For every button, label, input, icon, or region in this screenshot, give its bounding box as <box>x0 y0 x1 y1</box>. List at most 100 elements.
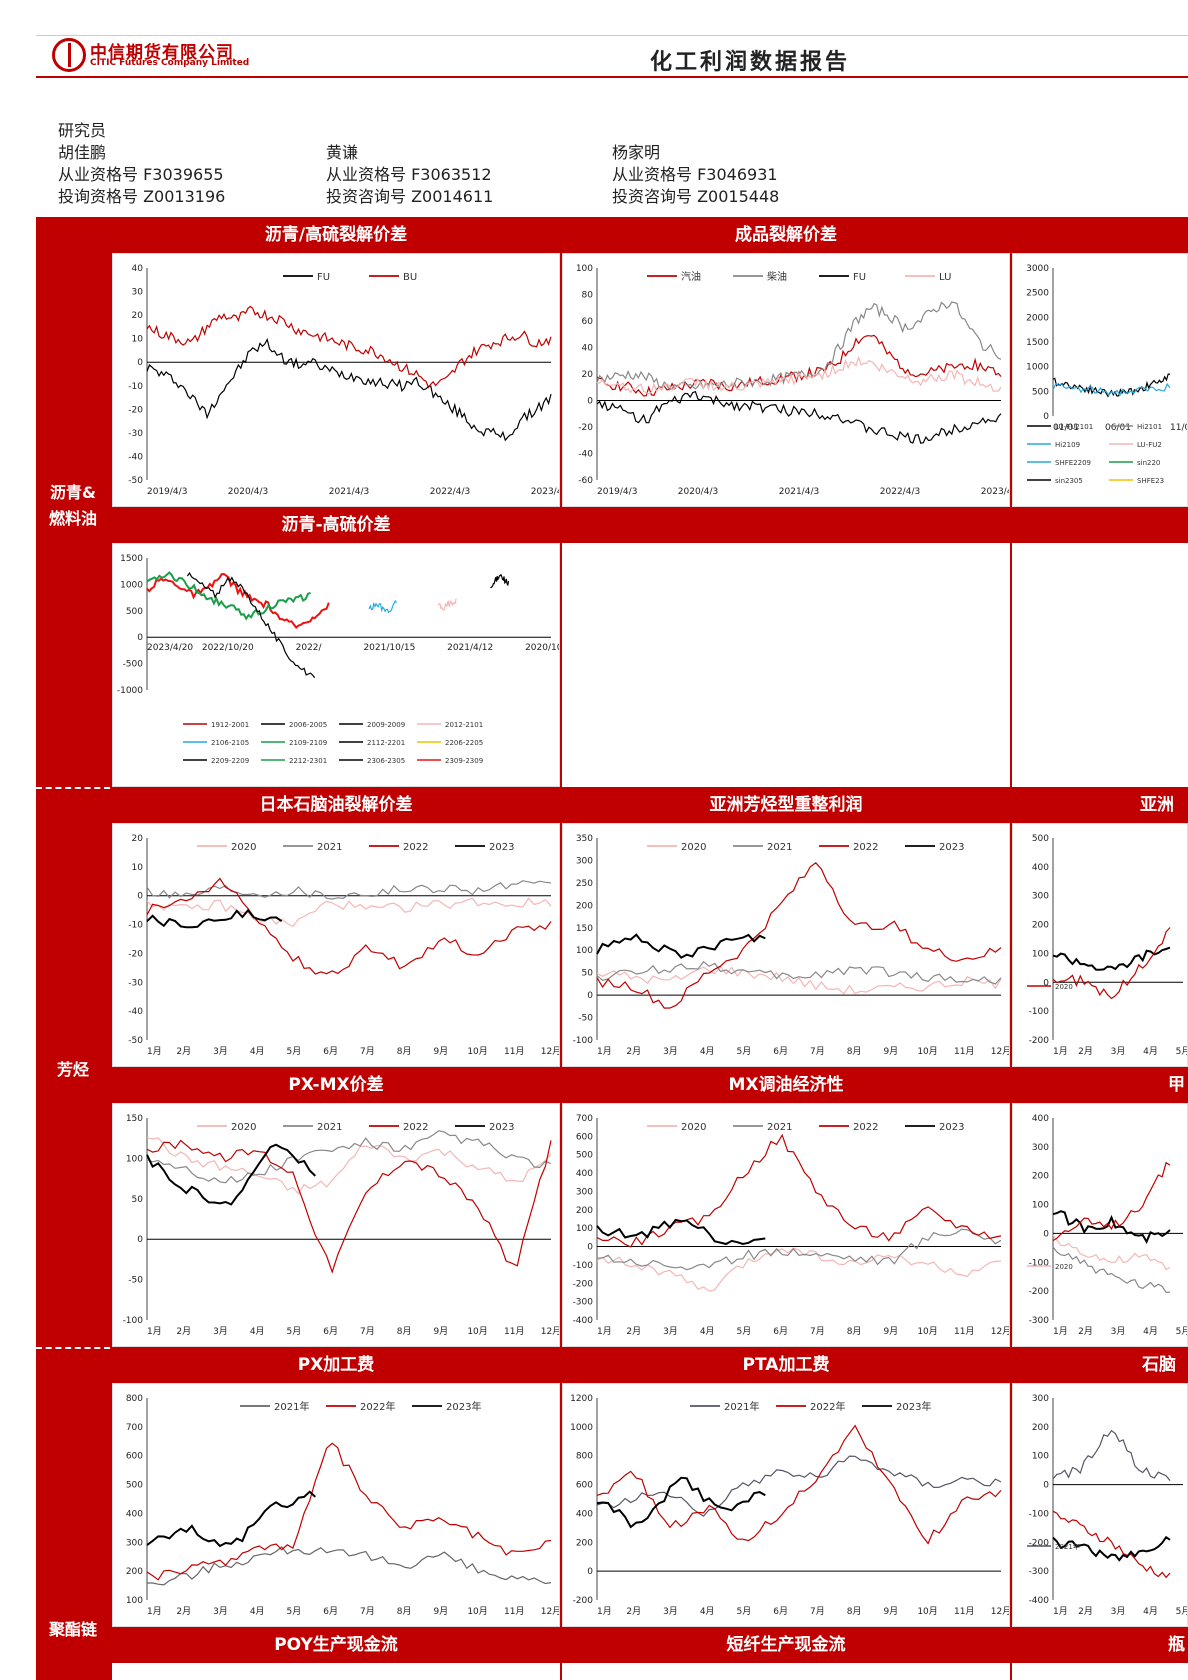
y-tick-label: 700 <box>126 1423 143 1433</box>
column-separator <box>110 253 112 1680</box>
x-tick-label: 4月 <box>250 1326 265 1337</box>
series-line <box>596 1455 1002 1517</box>
legend-label: FU <box>853 272 866 283</box>
y-tick-label: -200 <box>1029 1538 1050 1548</box>
x-tick-label: 2023/4/3 <box>981 487 1009 497</box>
panel-title: PX-MX价差 <box>288 1075 384 1095</box>
y-tick-label: -100 <box>573 1261 594 1271</box>
legend-label: 2206-2205 <box>445 739 483 747</box>
y-tick-label: 0 <box>587 1567 593 1577</box>
x-tick-label: 2月 <box>176 1046 191 1057</box>
series-line <box>146 877 552 975</box>
y-tick-label: 1500 <box>1026 338 1049 348</box>
y-tick-label: 700 <box>576 1114 593 1124</box>
title-band <box>110 1067 1188 1103</box>
x-tick-label: 2月 <box>626 1606 641 1617</box>
y-tick-label: 500 <box>126 607 143 617</box>
y-tick-label: -20 <box>578 423 593 433</box>
chart-svg: 700 600 500 400 300 200 100 0 -100 -200 -300 -4001月… <box>573 1114 1009 1337</box>
y-tick-label: 80 <box>582 291 594 301</box>
series-line <box>1052 1535 1171 1562</box>
legend-label: 2209-2209 <box>211 757 249 765</box>
y-tick-label: -300 <box>1029 1567 1050 1577</box>
panel-title: 亚洲芳烃型重整利润 <box>709 795 863 815</box>
series-line <box>596 1228 1002 1271</box>
x-tick-label: 10月 <box>467 1046 487 1057</box>
x-tick-label: 9月 <box>883 1046 898 1057</box>
x-tick-label: 2022/4/3 <box>430 487 470 497</box>
panel-title: 沥青-高硫价差 <box>281 515 391 535</box>
chart-asphalt-hs-spread: 1500 1000 500 0 -500 -1000 2023/4/20 2022/10/20… <box>112 543 560 787</box>
header-rule <box>36 76 1188 78</box>
chart-mx-blend: 700 600 500 400 300 200 100 0 -100 -200 -300 -400 1月… <box>562 1103 1010 1347</box>
series-line <box>146 1442 552 1581</box>
series-line <box>596 1424 1002 1545</box>
y-tick-label: -200 <box>573 1279 594 1289</box>
legend-label: 2021年 <box>274 1400 309 1413</box>
researcher-cert: 从业资格号 F3063512 <box>326 165 492 184</box>
y-tick-label: 100 <box>1032 949 1049 959</box>
header-top-rule <box>36 35 1188 36</box>
y-tick-label: 350 <box>576 834 593 844</box>
y-tick-label: -50 <box>578 1014 593 1024</box>
legend-label: 2006-2005 <box>289 721 327 729</box>
legend-label: 2023 <box>489 842 514 853</box>
x-tick-label: 5月 <box>737 1046 752 1057</box>
series-line <box>146 1130 552 1184</box>
series-line <box>597 355 1002 395</box>
x-tick-label: 1月 <box>597 1326 612 1337</box>
x-tick-label: 5月 <box>1176 1326 1187 1337</box>
y-tick-label: -200 <box>1029 1287 1050 1297</box>
x-tick-label: 6月 <box>323 1326 338 1337</box>
x-tick-label: 06/01 <box>1105 423 1131 433</box>
legend-label: FU <box>317 272 330 283</box>
y-tick-label: 400 <box>1032 863 1049 873</box>
y-tick-label: -20 <box>128 405 143 415</box>
logo-text-en: CITIC Futures Company Limited <box>90 58 250 68</box>
x-tick-label: 12月 <box>541 1326 559 1337</box>
x-tick-label: 6月 <box>773 1606 788 1617</box>
series-line <box>146 1137 552 1195</box>
legend-label: 2022 <box>853 842 878 853</box>
legend-label: Hi2101 <box>1137 423 1162 431</box>
x-tick-label: 9月 <box>883 1606 898 1617</box>
y-tick-label: 600 <box>576 1481 593 1491</box>
series-line <box>146 880 552 900</box>
y-tick-label: 0 <box>137 358 143 368</box>
series-line <box>437 598 457 611</box>
y-tick-label: 600 <box>126 1452 143 1462</box>
series-line <box>146 897 552 928</box>
panel-title: 甲 <box>1168 1075 1185 1095</box>
chart-bottle-partial <box>1012 1663 1188 1680</box>
y-tick-label: 100 <box>126 1154 143 1164</box>
legend-label: 2109-2109 <box>289 739 327 747</box>
chart-px-processing: 800 700 600 500 400 300 200 100 1月 2月 3月 4月 5月 6月 7月 8月… <box>112 1383 560 1627</box>
legend-label: sin220 <box>1137 459 1160 467</box>
y-tick-label: 20 <box>132 834 144 844</box>
x-tick-label: 10月 <box>467 1606 487 1617</box>
x-tick-label: 2月 <box>176 1606 191 1617</box>
series-line <box>1052 1510 1171 1579</box>
legend-label: 2021 <box>767 1122 792 1133</box>
x-tick-label: 2月 <box>626 1046 641 1057</box>
y-tick-label: 10 <box>132 863 144 873</box>
legend-label: 2022年 <box>360 1400 395 1413</box>
y-tick-label: 0 <box>587 397 593 407</box>
series-line <box>596 301 1002 391</box>
x-tick-label: 3月 <box>213 1326 228 1337</box>
legend-label: 2021年 <box>1055 1542 1080 1551</box>
y-tick-label: 500 <box>1032 387 1049 397</box>
report-title: 化工利润数据报告 <box>649 50 850 75</box>
series-line <box>1052 927 1171 1000</box>
chart-naphtha-crack: 20 10 0 -10 -20 -30 -40 -50 1月 2月 3月 4月 5月 6月 7月 8月 9月 10… <box>112 823 560 1067</box>
y-tick-label: 100 <box>1032 1201 1049 1211</box>
x-tick-label: 9月 <box>433 1326 448 1337</box>
section-divider <box>36 1347 110 1349</box>
chart-poy-cashflow <box>112 1663 560 1680</box>
y-tick-label: 200 <box>1032 1423 1049 1433</box>
x-tick-label: 3月 <box>1111 1326 1126 1337</box>
y-tick-label: -60 <box>578 476 593 486</box>
legend-label: 2212-2301 <box>289 757 327 765</box>
x-tick-label: 4月 <box>700 1606 715 1617</box>
